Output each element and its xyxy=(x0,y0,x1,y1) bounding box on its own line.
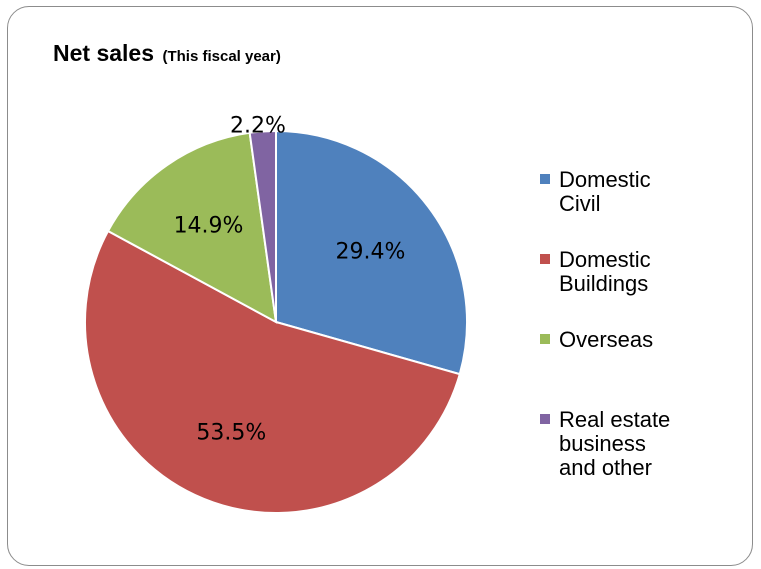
legend-label: Overseas xyxy=(559,327,654,352)
pie-slice-real-estate-business-and-other xyxy=(248,129,277,323)
legend-swatch xyxy=(540,174,550,184)
data-label-real-estate-business-and-other: 2.2% xyxy=(230,114,286,139)
legend-swatch xyxy=(540,254,550,264)
chart-title: Net sales (This fiscal year) xyxy=(53,40,281,67)
legend-label: Real estate business and other xyxy=(559,407,671,480)
data-label-domestic-buildings: 53.5% xyxy=(196,420,266,445)
data-label-overseas: 14.9% xyxy=(174,213,244,238)
pie-slice-domestic-buildings xyxy=(84,229,461,514)
data-label-domestic-civil: 29.4% xyxy=(336,239,406,264)
legend-label: Domestic Buildings xyxy=(559,247,651,296)
chart-title-main: Net sales xyxy=(53,40,155,66)
chart-title-subtitle: (This fiscal year) xyxy=(162,48,281,65)
legend-swatch xyxy=(540,414,550,424)
pie-slice-overseas xyxy=(106,131,278,324)
pie-slice-domestic-civil xyxy=(275,129,468,376)
legend-swatch xyxy=(540,334,550,344)
legend-label: Domestic Civil xyxy=(559,167,651,216)
